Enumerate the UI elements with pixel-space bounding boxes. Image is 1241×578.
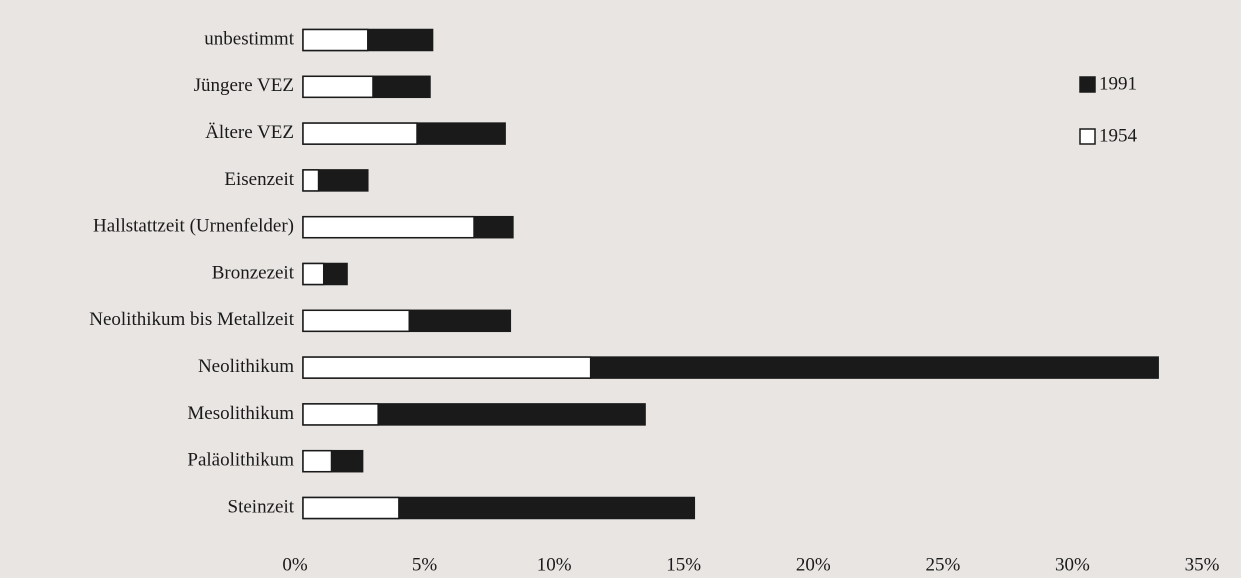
legend-label: 1991 [1099,73,1137,94]
x-tick-label: 25% [925,554,960,575]
bar [302,356,592,379]
bar [302,403,379,426]
bar [302,496,400,520]
y-tick-label: Ältere VEZ [205,122,294,143]
y-tick-label: Steinzeit [228,496,295,517]
x-tick-label: 5% [412,554,438,575]
y-tick-label: Mesolithikum [187,403,294,424]
bar [302,262,325,286]
bar [302,28,369,52]
bar [302,215,475,239]
bar [302,449,333,473]
bar [302,309,410,333]
legend-label: 1954 [1099,125,1138,146]
x-tick-label: 10% [537,554,572,575]
legend-swatch [1079,76,1096,93]
y-tick-label: Jüngere VEZ [194,75,294,96]
x-tick-label: 15% [666,554,701,575]
y-tick-label: Hallstattzeit (Urnenfelder) [93,216,294,237]
bar [302,122,418,145]
y-tick-label: unbestimmt [204,28,294,49]
x-tick-label: 30% [1055,554,1090,575]
x-tick-label: 35% [1185,554,1220,575]
bar [302,75,374,99]
y-tick-label: Neolithikum bis Metallzeit [89,309,294,330]
y-tick-label: Bronzezeit [212,262,295,283]
legend-swatch [1079,128,1096,145]
y-tick-label: Neolithikum [198,356,294,377]
bar [302,169,320,192]
y-tick-label: Eisenzeit [224,169,294,190]
x-tick-label: 20% [796,554,831,575]
x-tick-label: 0% [282,554,308,575]
y-tick-label: Paläolithikum [187,450,294,471]
